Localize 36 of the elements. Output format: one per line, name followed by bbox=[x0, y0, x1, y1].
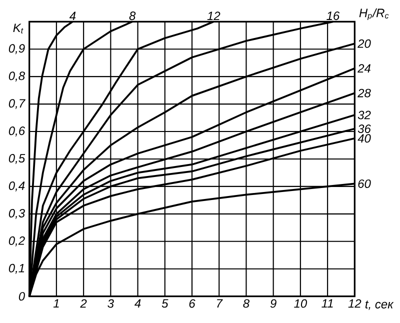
y-tick-label: 0,2 bbox=[8, 236, 25, 246]
series-label: 24 bbox=[358, 64, 370, 73]
y-tick-label: 0,6 bbox=[8, 126, 26, 136]
series-label: 12 bbox=[207, 12, 220, 20]
x-tick-label: 9 bbox=[270, 299, 276, 308]
series-label: 60 bbox=[358, 179, 371, 188]
series-label: 40 bbox=[358, 134, 371, 143]
series-label: 36 bbox=[358, 124, 371, 134]
x-tick-label: 4 bbox=[134, 299, 141, 308]
x-tick-label: 3 bbox=[108, 299, 114, 308]
y-tick-label: 0,8 bbox=[8, 72, 26, 82]
x-tick-label: 2 bbox=[80, 299, 87, 308]
y-tick-label: 0,9 bbox=[8, 44, 25, 54]
series-label: 28 bbox=[358, 88, 371, 98]
series-label: 20 bbox=[358, 39, 371, 48]
legend-title: H$_{p}$/R$_{c}$ bbox=[359, 8, 389, 20]
x-tick-label: 12 bbox=[348, 299, 362, 308]
x-tick-label: 11 bbox=[322, 299, 333, 308]
x-tick-label: 1 bbox=[53, 299, 59, 308]
x-axis-title: t, сек bbox=[365, 300, 394, 310]
y-tick-label: 0,7 bbox=[8, 99, 26, 110]
y-tick-label: 0,1 bbox=[8, 264, 24, 274]
y-tick-label: 0,4 bbox=[8, 181, 25, 192]
series-label: 16 bbox=[326, 12, 340, 20]
y-tick-label: 0,5 bbox=[8, 154, 26, 164]
x-tick-label: 7 bbox=[217, 299, 223, 308]
series-label: 32 bbox=[358, 110, 371, 120]
series-label: 4 bbox=[69, 12, 76, 20]
y-axis-title: K$_{t}$ bbox=[13, 24, 24, 34]
y-tick-label: 0 bbox=[18, 292, 25, 301]
y-tick-label: 0,3 bbox=[8, 208, 25, 219]
x-tick-label: 8 bbox=[243, 299, 250, 308]
x-tick-label: 5 bbox=[162, 299, 168, 308]
x-tick-label: 10 bbox=[294, 299, 308, 308]
series-label: 8 bbox=[129, 12, 136, 20]
x-tick-label: 6 bbox=[189, 299, 196, 308]
